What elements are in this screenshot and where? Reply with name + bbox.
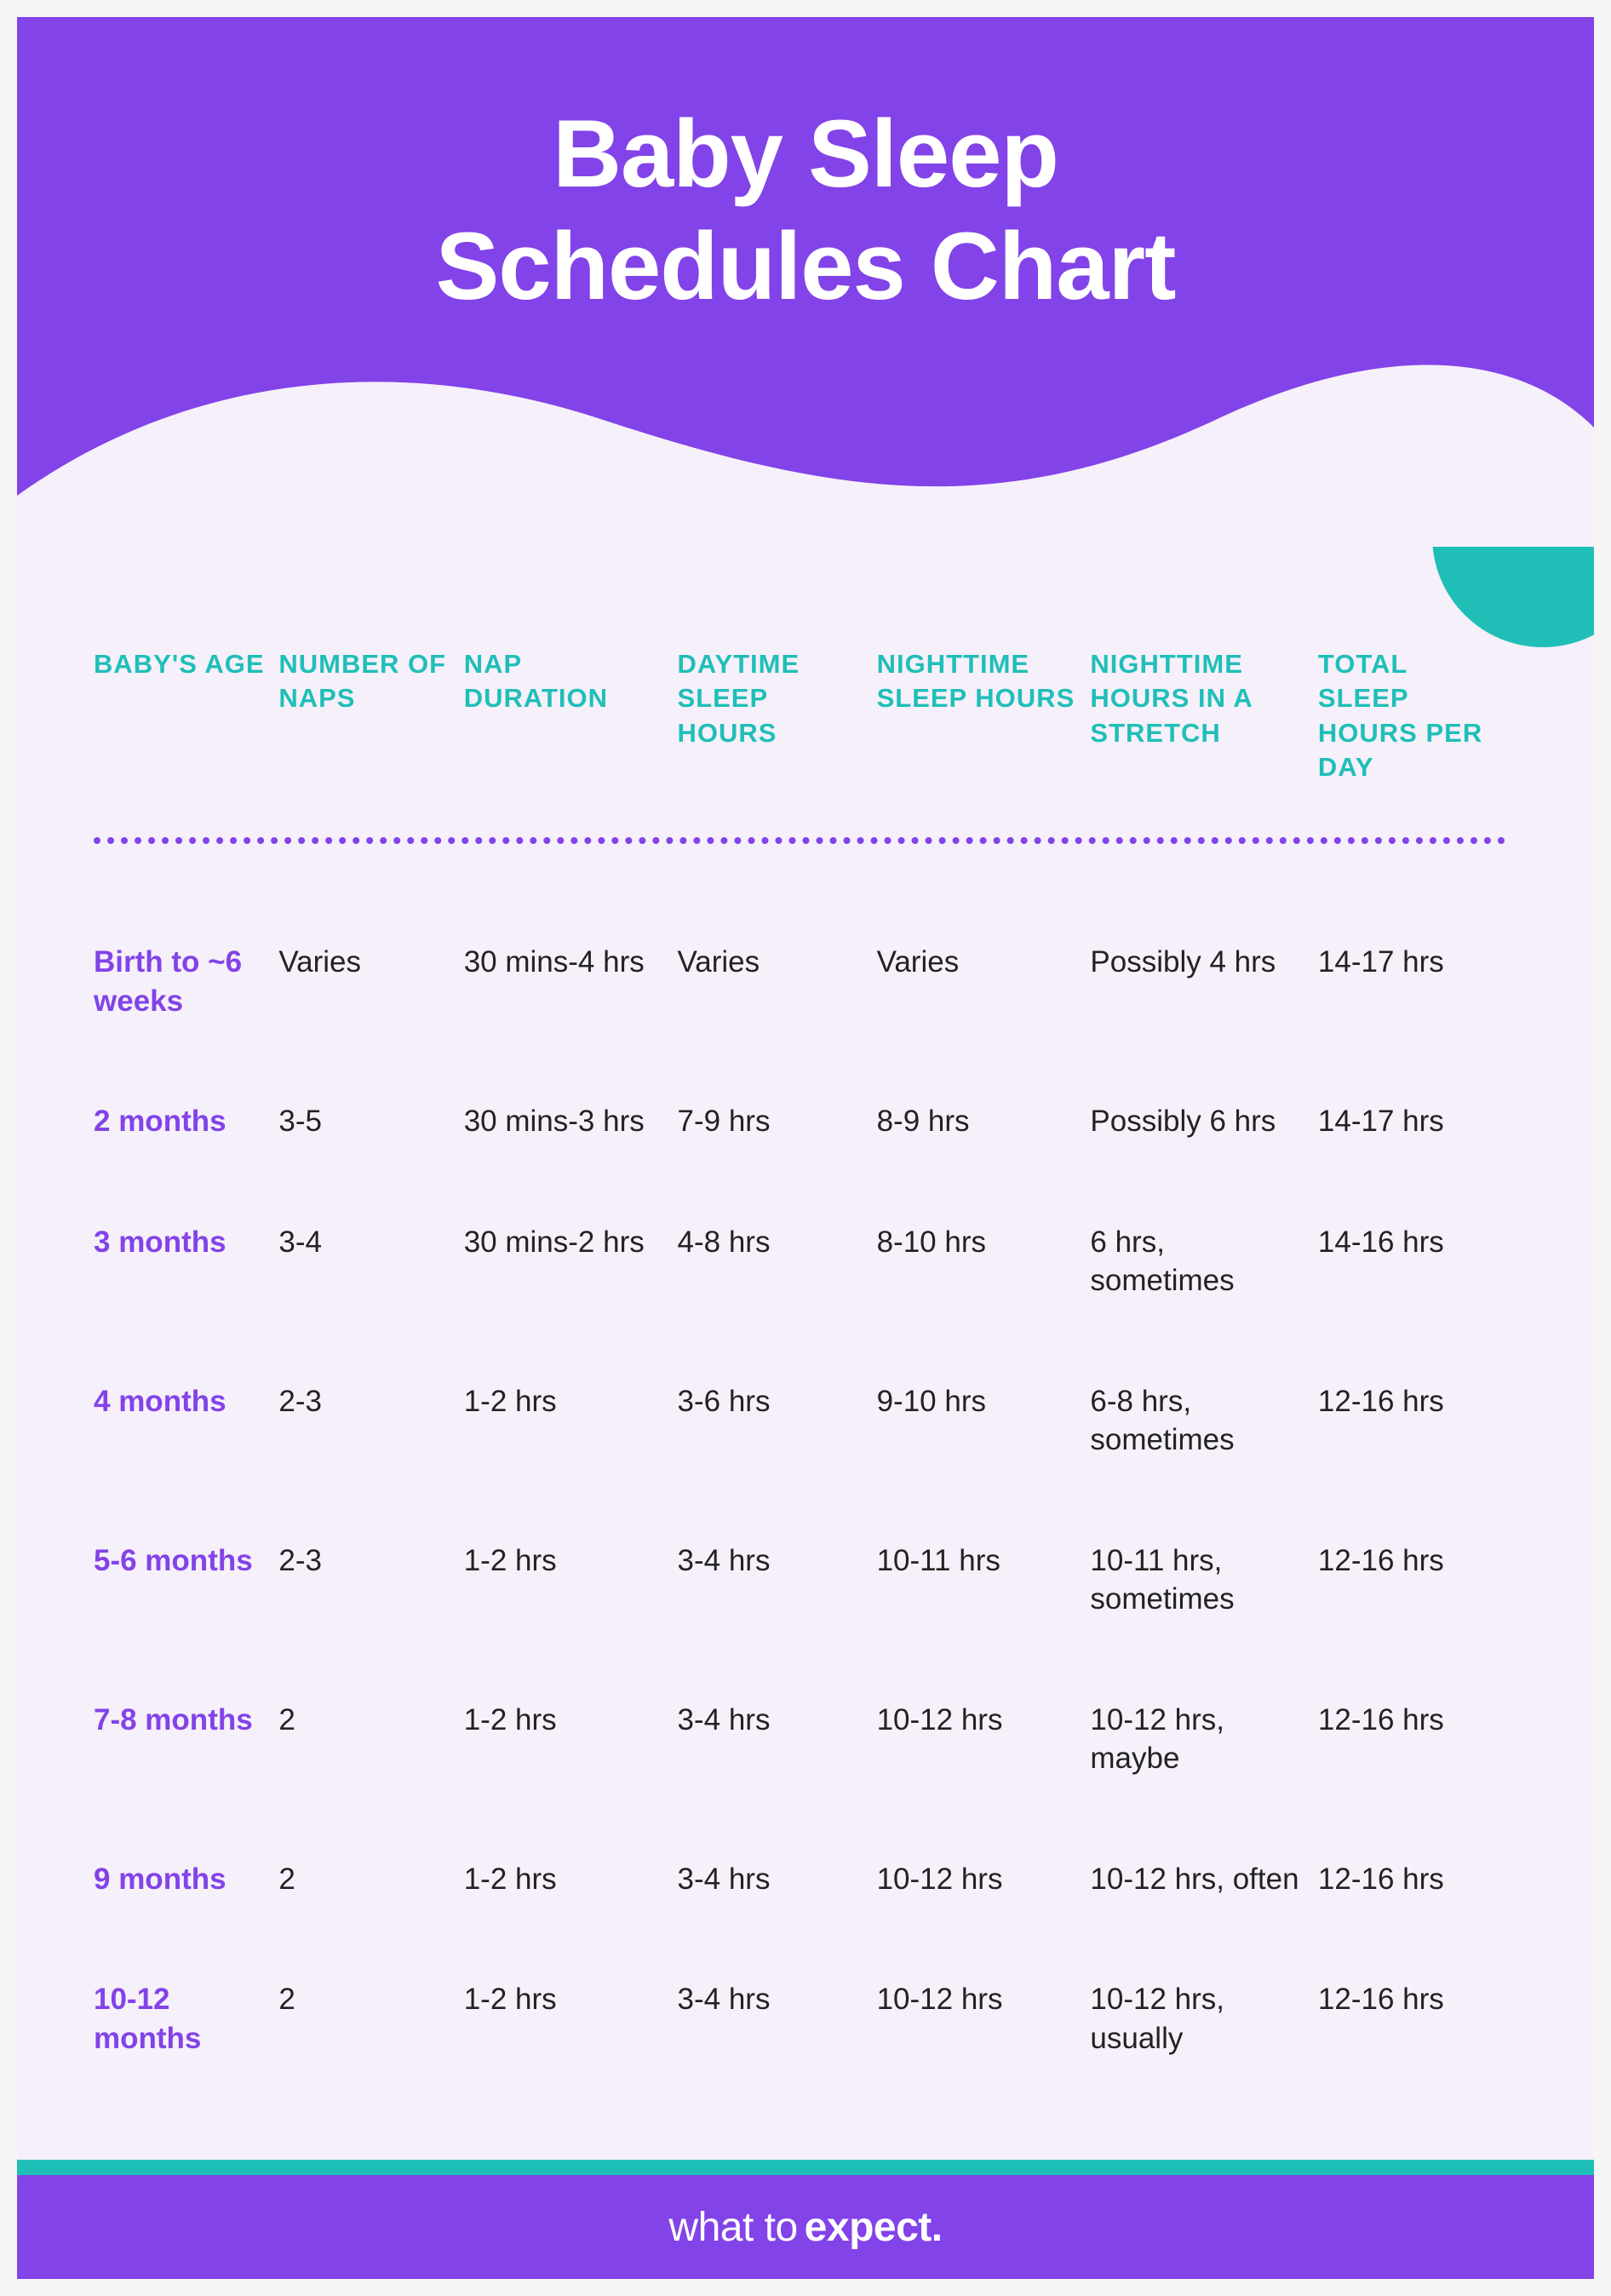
data-cell: 4-8 hrs (678, 1192, 877, 1352)
age-cell: 5-6 months (94, 1511, 278, 1670)
title-line-1: Baby Sleep (553, 100, 1058, 207)
table-header-row: BABY'S AGENUMBER OF NAPSNAP DURATIONDAYT… (94, 647, 1517, 806)
data-cell: 12-16 hrs (1318, 1949, 1517, 2109)
data-cell: 10-12 hrs (877, 1829, 1091, 1950)
column-header-4: NIGHTTIME SLEEP HOURS (877, 647, 1091, 806)
data-cell: 7-9 hrs (678, 1071, 877, 1192)
data-cell: 2 (278, 1949, 463, 2109)
column-header-2: NAP DURATION (464, 647, 678, 806)
table-row: 7-8 months21-2 hrs3-4 hrs10-12 hrs10-12 … (94, 1670, 1517, 1829)
data-cell: 2-3 (278, 1511, 463, 1670)
data-cell: 3-5 (278, 1071, 463, 1192)
table-row: 5-6 months2-31-2 hrs3-4 hrs10-11 hrs10-1… (94, 1511, 1517, 1670)
data-cell: 10-11 hrs (877, 1511, 1091, 1670)
data-cell: 8-10 hrs (877, 1192, 1091, 1352)
age-cell: 10-12 months (94, 1949, 278, 2109)
data-cell: 1-2 hrs (464, 1829, 678, 1950)
data-cell: 12-16 hrs (1318, 1829, 1517, 1950)
data-cell: 10-12 hrs (877, 1670, 1091, 1829)
data-cell: 10-12 hrs, usually (1090, 1949, 1318, 2109)
data-cell: 6 hrs, sometimes (1090, 1192, 1318, 1352)
table-row: Birth to ~6 weeksVaries30 mins-4 hrsVari… (94, 912, 1517, 1071)
data-cell: 12-16 hrs (1318, 1511, 1517, 1670)
column-header-3: DAYTIME SLEEP HOURS (678, 647, 877, 806)
table-row: 9 months21-2 hrs3-4 hrs10-12 hrs10-12 hr… (94, 1829, 1517, 1950)
data-cell: 30 mins-2 hrs (464, 1192, 678, 1352)
data-cell: 3-4 (278, 1192, 463, 1352)
column-header-1: NUMBER OF NAPS (278, 647, 463, 806)
data-cell: 10-12 hrs (877, 1949, 1091, 2109)
brand-prefix: what to (668, 2204, 797, 2251)
brand-bold: expect. (805, 2204, 943, 2251)
data-cell: 6-8 hrs, sometimes (1090, 1352, 1318, 1511)
data-cell: 1-2 hrs (464, 1949, 678, 2109)
data-cell: Possibly 6 hrs (1090, 1071, 1318, 1192)
age-cell: 2 months (94, 1071, 278, 1192)
data-cell: 1-2 hrs (464, 1352, 678, 1511)
data-cell: 30 mins-4 hrs (464, 912, 678, 1071)
table-row: 3 months3-430 mins-2 hrs4-8 hrs8-10 hrs6… (94, 1192, 1517, 1352)
column-header-6: TOTAL SLEEP HOURS PER DAY (1318, 647, 1517, 806)
data-cell: 2-3 (278, 1352, 463, 1511)
data-cell: Varies (877, 912, 1091, 1071)
column-header-0: BABY'S AGE (94, 647, 278, 806)
data-cell: 14-16 hrs (1318, 1192, 1517, 1352)
data-cell: Varies (278, 912, 463, 1071)
data-cell: 10-12 hrs, often (1090, 1829, 1318, 1950)
data-cell: 3-4 hrs (678, 1511, 877, 1670)
data-cell: 10-12 hrs, maybe (1090, 1670, 1318, 1829)
age-cell: 4 months (94, 1352, 278, 1511)
data-cell: 3-4 hrs (678, 1949, 877, 2109)
table-container: BABY'S AGENUMBER OF NAPSNAP DURATIONDAYT… (17, 545, 1594, 2160)
dotted-divider (94, 837, 1505, 844)
age-cell: Birth to ~6 weeks (94, 912, 278, 1071)
footer: what to expect. (17, 2160, 1594, 2279)
age-cell: 9 months (94, 1829, 278, 1950)
data-cell: 14-17 hrs (1318, 912, 1517, 1071)
data-cell: Varies (678, 912, 877, 1071)
age-cell: 3 months (94, 1192, 278, 1352)
data-cell: Possibly 4 hrs (1090, 912, 1318, 1071)
title-line-2: Schedules Chart (436, 213, 1176, 319)
data-cell: 9-10 hrs (877, 1352, 1091, 1511)
header: Baby Sleep Schedules Chart (17, 17, 1594, 545)
data-cell: 14-17 hrs (1318, 1071, 1517, 1192)
table-row: 2 months3-530 mins-3 hrs7-9 hrs8-9 hrsPo… (94, 1071, 1517, 1192)
divider-row (94, 806, 1517, 912)
data-cell: 2 (278, 1829, 463, 1950)
data-cell: 10-11 hrs, sometimes (1090, 1511, 1318, 1670)
data-cell: 8-9 hrs (877, 1071, 1091, 1192)
table-row: 10-12 months21-2 hrs3-4 hrs10-12 hrs10-1… (94, 1949, 1517, 2109)
data-cell: 1-2 hrs (464, 1511, 678, 1670)
sleep-schedule-table: BABY'S AGENUMBER OF NAPSNAP DURATIONDAYT… (94, 647, 1517, 2109)
column-header-5: NIGHTTIME HOURS IN A STRETCH (1090, 647, 1318, 806)
data-cell: 3-4 hrs (678, 1829, 877, 1950)
data-cell: 1-2 hrs (464, 1670, 678, 1829)
infographic-card: Baby Sleep Schedules Chart BABY'S AGENUM… (17, 17, 1594, 2279)
page-title: Baby Sleep Schedules Chart (17, 98, 1594, 323)
data-cell: 2 (278, 1670, 463, 1829)
data-cell: 30 mins-3 hrs (464, 1071, 678, 1192)
data-cell: 3-6 hrs (678, 1352, 877, 1511)
decorative-wave (17, 325, 1594, 547)
data-cell: 12-16 hrs (1318, 1352, 1517, 1511)
data-cell: 3-4 hrs (678, 1670, 877, 1829)
data-cell: 12-16 hrs (1318, 1670, 1517, 1829)
table-row: 4 months2-31-2 hrs3-6 hrs9-10 hrs6-8 hrs… (94, 1352, 1517, 1511)
age-cell: 7-8 months (94, 1670, 278, 1829)
